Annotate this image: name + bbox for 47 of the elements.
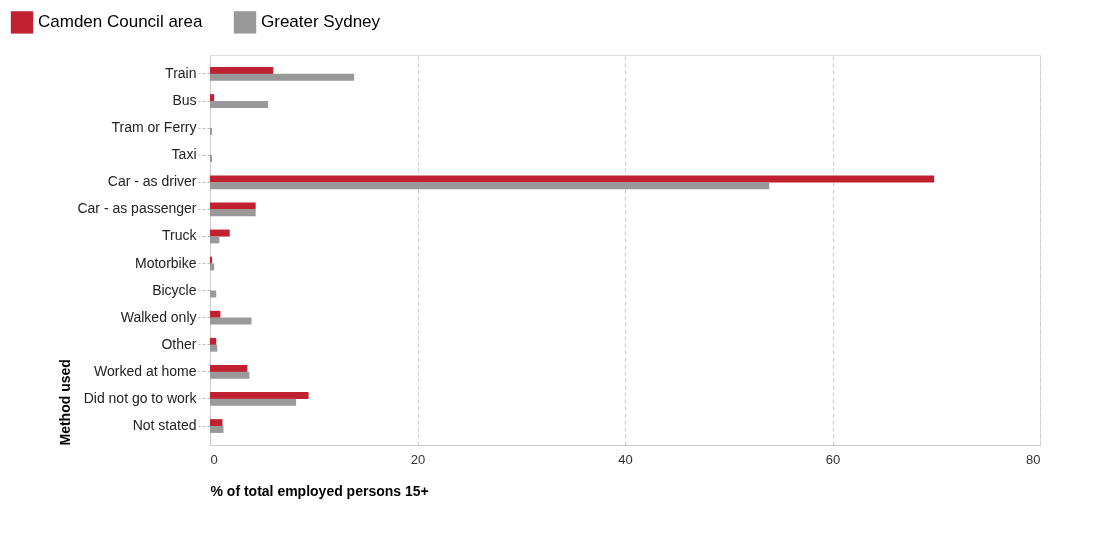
y-tick-label: Train (165, 64, 197, 81)
bar (210, 209, 256, 217)
y-tick-label: Bus (172, 92, 197, 109)
y-tick-label: Car - as passenger (77, 200, 197, 217)
bar (210, 67, 274, 75)
y-tick-label: Car - as driver (107, 173, 197, 190)
bar (210, 229, 230, 237)
x-axis-title: % of total employed persons 15+ (210, 482, 429, 499)
bar (210, 419, 223, 427)
bar (210, 425, 224, 433)
bar (210, 175, 935, 183)
y-tick-label: Other (161, 335, 197, 352)
y-tick-label: Walked only (120, 308, 197, 325)
y-tick-label: Truck (162, 227, 198, 244)
y-tick-label: Worked at home (94, 362, 197, 379)
y-tick-label: Tram or Ferry (111, 119, 197, 136)
bar (210, 392, 309, 400)
y-tick-label: Not stated (132, 417, 197, 434)
bar (210, 317, 252, 325)
y-tick-label: Bicycle (152, 281, 197, 298)
x-tick-label: 40 (618, 451, 633, 467)
bar (210, 364, 248, 372)
bar (210, 128, 213, 136)
legend-label: Greater Sydney (261, 12, 381, 32)
y-tick-label: Did not go to work (83, 389, 198, 406)
x-tick-label: 0 (210, 451, 218, 467)
bar (210, 371, 250, 379)
bar (210, 263, 215, 271)
legend-label: Camden Council area (38, 12, 203, 32)
bar (210, 398, 297, 406)
bar (210, 73, 355, 81)
x-tick-label: 80 (1026, 451, 1041, 467)
bar (210, 337, 217, 345)
y-tick-label: Taxi (171, 146, 197, 163)
x-tick-label: 60 (825, 451, 841, 467)
bar (210, 310, 221, 318)
bar (210, 155, 213, 163)
bar (210, 202, 256, 210)
bar (210, 290, 217, 298)
bar (210, 182, 770, 190)
bar (210, 344, 218, 352)
y-tick-label: Motorbike (135, 254, 197, 271)
bar (210, 94, 215, 102)
x-tick-label: 20 (410, 451, 426, 467)
bar (210, 236, 220, 244)
y-axis-title: Method used (57, 359, 74, 446)
bar (210, 100, 269, 108)
